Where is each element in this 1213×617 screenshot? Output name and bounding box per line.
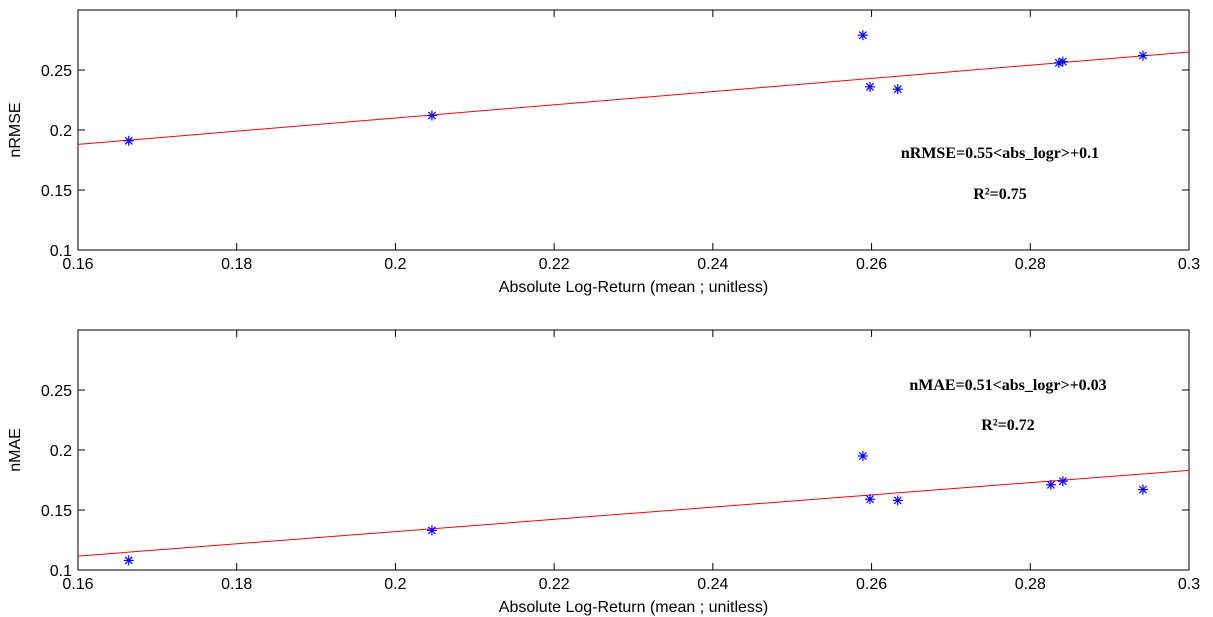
- equation-annotation: nMAE=0.51<abs_logr>+0.03: [909, 377, 1106, 394]
- data-point: [426, 110, 437, 121]
- data-point: [1137, 484, 1148, 495]
- x-tick-label: 0.3: [1178, 576, 1200, 593]
- x-tick-label: 0.18: [221, 576, 252, 593]
- x-tick-label: 0.16: [62, 576, 93, 593]
- y-tick-label: 0.15: [41, 503, 72, 520]
- x-tick-label: 0.22: [539, 576, 570, 593]
- data-point: [426, 525, 437, 536]
- data-point: [123, 135, 134, 146]
- x-tick-label: 0.18: [221, 256, 252, 273]
- data-point: [857, 30, 868, 41]
- data-point: [1045, 479, 1056, 490]
- y-tick-label: 0.15: [41, 183, 72, 200]
- x-tick-label: 0.26: [856, 256, 887, 273]
- data-point: [1057, 56, 1068, 67]
- data-point: [1137, 50, 1148, 61]
- r2-annotation: R²=0.75: [973, 186, 1026, 203]
- data-point: [864, 494, 875, 505]
- panel-nmae: 0.16 0.18 0.2 0.22 0.24 0.26 0.28 0.3 0.1 0.15 0.2…: [7, 329, 1200, 616]
- fit-line: [78, 469, 1189, 557]
- x-tick-label: 0.16: [62, 256, 93, 273]
- y-tick-label: 0.25: [41, 383, 72, 400]
- x-axis-label: Absolute Log-Return (mean ; unitless): [499, 599, 768, 616]
- data-point: [864, 81, 875, 92]
- data-point: [857, 451, 868, 461]
- x-tick-label: 0.2: [384, 576, 406, 593]
- data-point: [1057, 476, 1068, 487]
- plot-frame: [77, 9, 1190, 251]
- x-tick-label: 0.2: [384, 256, 406, 273]
- y-tick-label: 0.2: [50, 123, 72, 140]
- equation-annotation: nRMSE=0.55<abs_logr>+0.1: [901, 145, 1099, 162]
- x-tick-label: 0.24: [697, 256, 728, 273]
- y-tick-label: 0.1: [50, 243, 72, 260]
- x-axis-label: Absolute Log-Return (mean ; unitless): [499, 279, 768, 296]
- x-tick-label: 0.28: [1015, 576, 1046, 593]
- x-tick-label: 0.22: [539, 256, 570, 273]
- x-tick-label: 0.24: [697, 576, 728, 593]
- x-tick-label: 0.26: [856, 576, 887, 593]
- data-point: [123, 555, 134, 566]
- data-point: [892, 84, 903, 95]
- r2-annotation: R²=0.72: [981, 417, 1034, 434]
- y-axis-label: nMAE: [7, 428, 24, 472]
- plot-frame: [77, 329, 1190, 571]
- data-point: [892, 495, 903, 506]
- y-tick-label: 0.2: [50, 443, 72, 460]
- y-tick-label: 0.1: [50, 563, 72, 580]
- x-tick-label: 0.3: [1178, 256, 1200, 273]
- panel-nrmse: 0.16 0.18 0.2 0.22 0.24 0.26 0.28 0.3 0.1 0.15 0.2…: [7, 9, 1200, 296]
- fit-line: [78, 51, 1189, 145]
- x-tick-label: 0.28: [1015, 256, 1046, 273]
- y-tick-label: 0.25: [41, 63, 72, 80]
- y-axis-label: nRMSE: [7, 102, 24, 157]
